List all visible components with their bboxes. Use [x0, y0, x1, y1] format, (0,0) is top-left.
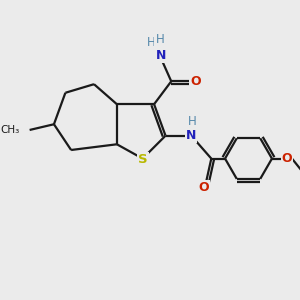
Text: N: N	[156, 49, 166, 62]
Text: O: O	[282, 152, 292, 165]
Text: H: H	[147, 36, 156, 49]
Text: CH₃: CH₃	[0, 125, 20, 135]
Text: H: H	[155, 33, 164, 46]
Text: H: H	[188, 115, 196, 128]
Text: S: S	[138, 153, 147, 166]
Text: N: N	[186, 129, 196, 142]
Text: O: O	[190, 75, 201, 88]
Text: O: O	[199, 181, 209, 194]
